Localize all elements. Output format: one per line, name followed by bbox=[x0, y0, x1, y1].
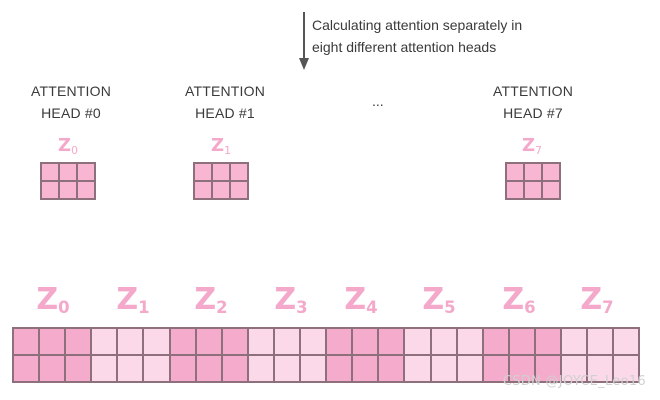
concatenated-matrix bbox=[12, 327, 641, 383]
head-1-matrix bbox=[193, 162, 249, 200]
matrix-cell-z3 bbox=[273, 355, 301, 382]
matrix-cell-z4 bbox=[352, 328, 379, 355]
matrix-cell-z5 bbox=[430, 328, 457, 355]
caption-line-1: Calculating attention separately in bbox=[312, 17, 523, 33]
caption-line-2: eight different attention heads bbox=[312, 39, 497, 55]
head-0-title-line1: ATTENTION bbox=[30, 83, 112, 99]
concat-z6-label: Z6 bbox=[502, 282, 536, 318]
attention-head-7-label: ATTENTION HEAD #7 bbox=[478, 80, 588, 124]
matrix-cell-z6 bbox=[508, 355, 535, 382]
head-7-title-line2: HEAD #7 bbox=[503, 105, 563, 121]
matrix-cell-z2 bbox=[195, 328, 222, 355]
head-7-title-line1: ATTENTION bbox=[492, 83, 574, 99]
attention-head-1-label: ATTENTION HEAD #1 bbox=[170, 80, 280, 124]
matrix-cell-z4 bbox=[326, 328, 353, 355]
matrix-cell-z4 bbox=[378, 355, 405, 382]
matrix-cell-z5 bbox=[430, 355, 457, 382]
matrix-cell-z0 bbox=[13, 355, 40, 382]
matrix-cell-z1 bbox=[117, 328, 144, 355]
head-1-title-line2: HEAD #1 bbox=[195, 105, 255, 121]
matrix-cell-z6 bbox=[534, 328, 561, 355]
matrix-cell-z0 bbox=[13, 328, 40, 355]
down-arrow-icon bbox=[299, 12, 309, 70]
matrix-cell-z7 bbox=[613, 328, 640, 355]
concat-z7-label: Z7 bbox=[580, 282, 614, 318]
matrix-cell-z6 bbox=[508, 328, 535, 355]
concat-z5-label: Z5 bbox=[422, 282, 456, 318]
matrix-cell-z7 bbox=[560, 328, 588, 355]
matrix-cell-z0 bbox=[65, 328, 92, 355]
matrix-cell-z5 bbox=[456, 355, 483, 382]
head-0-title-line2: HEAD #0 bbox=[41, 105, 101, 121]
ellipsis: ... bbox=[372, 93, 384, 109]
matrix-cell-z6 bbox=[534, 355, 561, 382]
concat-z4-label: Z4 bbox=[344, 282, 378, 318]
matrix-cell-z7 bbox=[587, 328, 614, 355]
matrix-cell-z1 bbox=[143, 328, 170, 355]
matrix-cell-z4 bbox=[326, 355, 353, 382]
matrix-cell-z3 bbox=[247, 355, 274, 382]
matrix-cell-z0 bbox=[65, 355, 92, 382]
concat-z2-label: Z2 bbox=[194, 282, 228, 318]
matrix-cell-z1 bbox=[91, 355, 118, 382]
matrix-cell-z5 bbox=[456, 328, 483, 355]
matrix-cell-z2 bbox=[169, 328, 196, 355]
concat-z1-label: Z1 bbox=[116, 282, 150, 318]
attention-head-0-label: ATTENTION HEAD #0 bbox=[16, 80, 126, 124]
head-1-z-label: Z1 bbox=[211, 135, 231, 157]
matrix-cell-z0 bbox=[39, 355, 66, 382]
matrix-cell-z6 bbox=[482, 355, 509, 382]
head-1-title-line1: ATTENTION bbox=[184, 83, 266, 99]
matrix-cell-z5 bbox=[404, 328, 431, 355]
matrix-cell-z3 bbox=[247, 328, 274, 355]
matrix-cell-z7 bbox=[587, 355, 614, 382]
matrix-cell-z2 bbox=[195, 355, 222, 382]
watermark: CSDN @JOYCE_Leo16 bbox=[502, 374, 646, 389]
matrix-cell-z4 bbox=[352, 355, 379, 382]
head-7-matrix bbox=[505, 162, 561, 200]
caption: Calculating attention separately in eigh… bbox=[312, 14, 612, 58]
concat-z0-label: Z0 bbox=[36, 282, 70, 318]
matrix-cell-z7 bbox=[613, 355, 640, 382]
matrix-cell-z5 bbox=[404, 355, 431, 382]
matrix-cell-z3 bbox=[300, 355, 327, 382]
matrix-cell-z7 bbox=[560, 355, 588, 382]
matrix-cell-z2 bbox=[169, 355, 196, 382]
matrix-cell-z4 bbox=[378, 328, 405, 355]
matrix-cell-z2 bbox=[221, 328, 248, 355]
head-7-z-label: Z7 bbox=[522, 135, 542, 157]
matrix-cell-z1 bbox=[91, 328, 118, 355]
concat-z3-label: Z3 bbox=[274, 282, 308, 318]
matrix-cell-z1 bbox=[117, 355, 144, 382]
head-0-z-label: Z0 bbox=[58, 135, 78, 157]
matrix-cell-z2 bbox=[221, 355, 248, 382]
matrix-cell-z6 bbox=[482, 328, 509, 355]
matrix-cell-z3 bbox=[273, 328, 301, 355]
head-0-matrix bbox=[40, 162, 96, 200]
matrix-cell-z0 bbox=[39, 328, 66, 355]
matrix-cell-z3 bbox=[300, 328, 327, 355]
matrix-cell-z1 bbox=[143, 355, 170, 382]
